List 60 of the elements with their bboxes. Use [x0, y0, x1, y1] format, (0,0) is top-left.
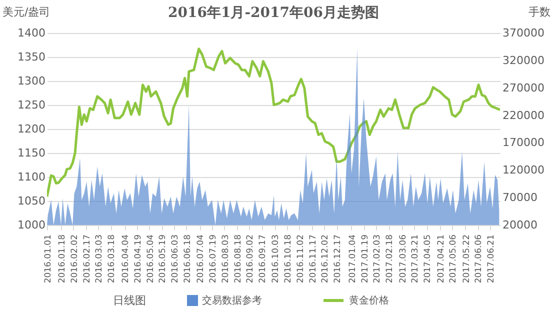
x-tick-label: 2016.06.03: [170, 234, 181, 284]
x-tick-label: 2016.04.04: [121, 234, 132, 284]
legend-label: 交易数据参考: [202, 294, 262, 306]
y-tick-label: 1150: [18, 146, 46, 160]
x-tick-label: 2016.08.18: [233, 234, 244, 284]
y2-tick-label: 120000: [502, 164, 544, 177]
chart-title: 2016年1月-2017年06月走势图: [168, 5, 379, 21]
x-tick-label: 2016.11.17: [308, 234, 318, 284]
x-tick-label: 2016.10.18: [284, 234, 294, 284]
x-tick-label: 2016.07.19: [208, 234, 219, 284]
x-tick-label: 2016.12.02: [320, 234, 331, 284]
y2-tick-label: 20000: [502, 218, 538, 232]
y-tick-label: 1050: [18, 194, 46, 208]
x-tick-label: 2017.05.22: [462, 234, 472, 284]
y2-tick-label: 320000: [502, 54, 544, 67]
y-tick-label: 1100: [18, 170, 46, 184]
x-tick-label: 2016.02.02: [70, 234, 80, 284]
x-tick-label: 2017.04.05: [423, 234, 434, 284]
x-tick-label: 2016.09.17: [258, 234, 268, 284]
x-tick-label: 2016.05.04: [146, 234, 156, 284]
x-tick-label: 2016.08.03: [220, 234, 231, 284]
x-tick-label: 2017.05.06: [448, 234, 459, 284]
y-tick-label: 1300: [18, 74, 46, 88]
x-tick-label: 2016.07.04: [196, 234, 206, 284]
x-tick-label: 2016.09.02: [246, 234, 256, 284]
x-tick-label: 2016.03.03: [94, 234, 105, 284]
y-tick-label: 1200: [18, 122, 46, 136]
legend-label: 黄金价格: [349, 294, 389, 306]
x-tick-label: 2016.06.18: [182, 234, 193, 284]
y-axis-title: 美元/盎司: [2, 6, 50, 18]
y-tick-label: 1250: [18, 98, 46, 112]
x-tick-label: 2016.11.02: [296, 234, 306, 284]
y2-tick-label: 220000: [502, 108, 544, 122]
y-tick-label: 1000: [18, 218, 46, 232]
x-tick-label: 2017.03.06: [398, 234, 408, 284]
x-tick-label: 2016.12.17: [333, 234, 344, 284]
line-series: [47, 48, 500, 198]
y2-axis-title: 手数: [528, 6, 550, 18]
x-tick-label: 2017.02.03: [372, 234, 383, 284]
x-tick-label: 2016.05.19: [158, 234, 168, 284]
x-tick-label: 2016.04.19: [133, 234, 144, 284]
y2-tick-label: 170000: [502, 136, 544, 150]
x-tick-label: 2017.04.21: [436, 234, 446, 284]
x-tick-label: 2017.06.21: [486, 234, 497, 284]
x-tick-label: 2017.02.18: [385, 234, 396, 284]
x-tick-label: 2017.03.21: [410, 234, 421, 284]
x-tick-label: 2016.02.17: [82, 234, 92, 284]
x-tick-label: 2016.03.18: [107, 234, 118, 284]
x-tick-label: 2016.01.18: [58, 234, 68, 284]
x-tick-label: 2016.01.01: [44, 234, 54, 284]
x-tick-label: 2016.10.03: [271, 234, 282, 284]
y-tick-label: 1400: [18, 26, 46, 40]
x-tick-label: 2017.06.06: [474, 234, 484, 284]
x-tick-label: 2017.01.04: [348, 234, 358, 284]
x-tick-label: 2017.01.19: [360, 234, 370, 284]
y2-tick-label: 370000: [502, 26, 544, 40]
y2-tick-label: 270000: [502, 81, 544, 94]
y2-tick-label: 70000: [502, 191, 538, 204]
y-tick-label: 1350: [18, 50, 46, 64]
text: 日线图: [113, 294, 146, 307]
